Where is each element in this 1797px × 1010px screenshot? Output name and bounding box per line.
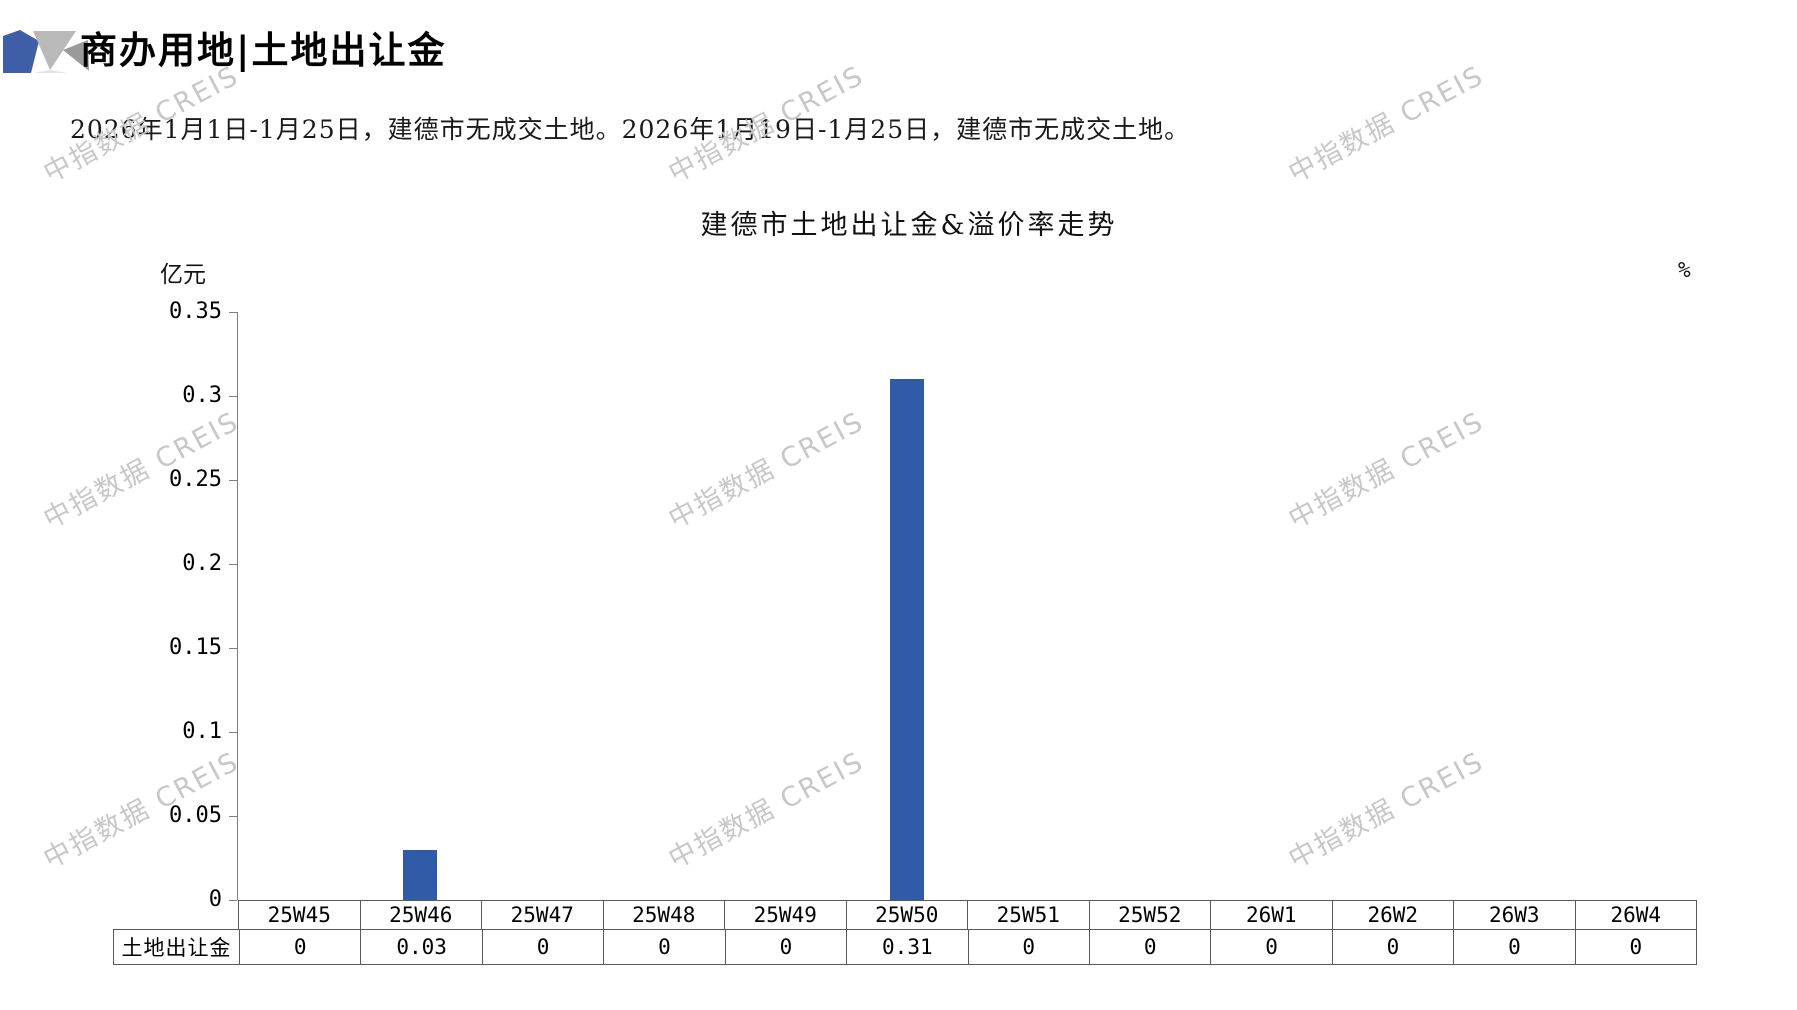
y-tick-label: 0.05 [169,803,222,828]
y-tick-mark [229,312,237,313]
y-tick-label: 0.2 [182,551,222,576]
y-tick-mark [229,732,237,733]
y-tick-label: 0.3 [182,383,222,408]
creis-watermark: 中指数据 CREIS [1283,746,1490,876]
creis-watermark: 中指数据 CREIS [1283,406,1490,536]
week-header-cell: 25W51 [967,901,1089,929]
value-cell: 0 [481,930,603,964]
week-header-cell: 26W4 [1574,901,1697,929]
series-row-header: 土地出让金 [121,936,232,960]
week-header-cell: 25W47 [481,901,603,929]
y-tick-mark [229,480,237,481]
week-header-cell: 26W3 [1453,901,1575,929]
creis-watermark: 中指数据 CREIS [663,746,870,876]
value-cell: 0 [1574,930,1696,964]
value-cell: 0 [603,930,724,964]
right-axis-unit-label: % [1678,258,1691,282]
y-axis-line [237,312,238,900]
y-tick-label: 0.35 [169,299,222,324]
value-cell: 0 [239,930,360,964]
summary-text: 2026年1月1日-1月25日，建德市无成交土地。2026年1月19日-1月25… [70,115,1191,144]
value-cell: 0.03 [360,930,481,964]
y-tick-mark [229,396,237,397]
y-tick-label: 0.1 [182,719,222,744]
week-header-cell: 25W46 [359,901,482,929]
creis-watermark: 中指数据 CREIS [1283,60,1490,190]
creis-watermark: 中指数据 CREIS [663,406,870,536]
value-cell: 0 [1453,930,1574,964]
y-tick-label: 0.15 [169,635,222,660]
page-title: 商办用地|土地出让金 [80,28,447,72]
value-cell: 0 [967,930,1089,964]
value-cell: 0 [1210,930,1331,964]
y-tick-label: 0.25 [169,467,222,492]
value-cell: 0 [1331,930,1453,964]
y-tick-mark [229,816,237,817]
table-header-row: 25W45 25W46 25W47 25W48 25W49 25W50 25W51 25W52… [238,900,1697,929]
table-value-row: 土地出让金 0 0.03 0 0 0 0.31 0 0 0 0 0 0 [113,929,1697,965]
week-header-cell: 25W50 [845,901,968,929]
value-cell: 0.31 [846,930,967,964]
week-header-cell: 26W1 [1210,901,1332,929]
week-header-cell: 25W49 [724,901,846,929]
week-header-cell: 26W2 [1331,901,1454,929]
creis-logo-icon [3,30,89,73]
y-tick-mark [229,648,237,649]
bar-25W46 [403,849,438,900]
left-axis-unit-label: 亿元 [160,262,206,288]
chart-title: 建德市土地出让金&溢价率走势 [700,210,1118,241]
y-tick-mark [229,900,237,901]
value-cell: 0 [724,930,846,964]
week-header-cell: 25W45 [267,903,331,927]
week-header-cell: 25W48 [602,901,725,929]
bar-25W50 [889,379,924,900]
week-header-cell: 25W52 [1088,901,1211,929]
y-tick-label: 0 [208,887,222,912]
value-cell: 0 [1088,930,1210,964]
y-tick-mark [229,564,237,565]
